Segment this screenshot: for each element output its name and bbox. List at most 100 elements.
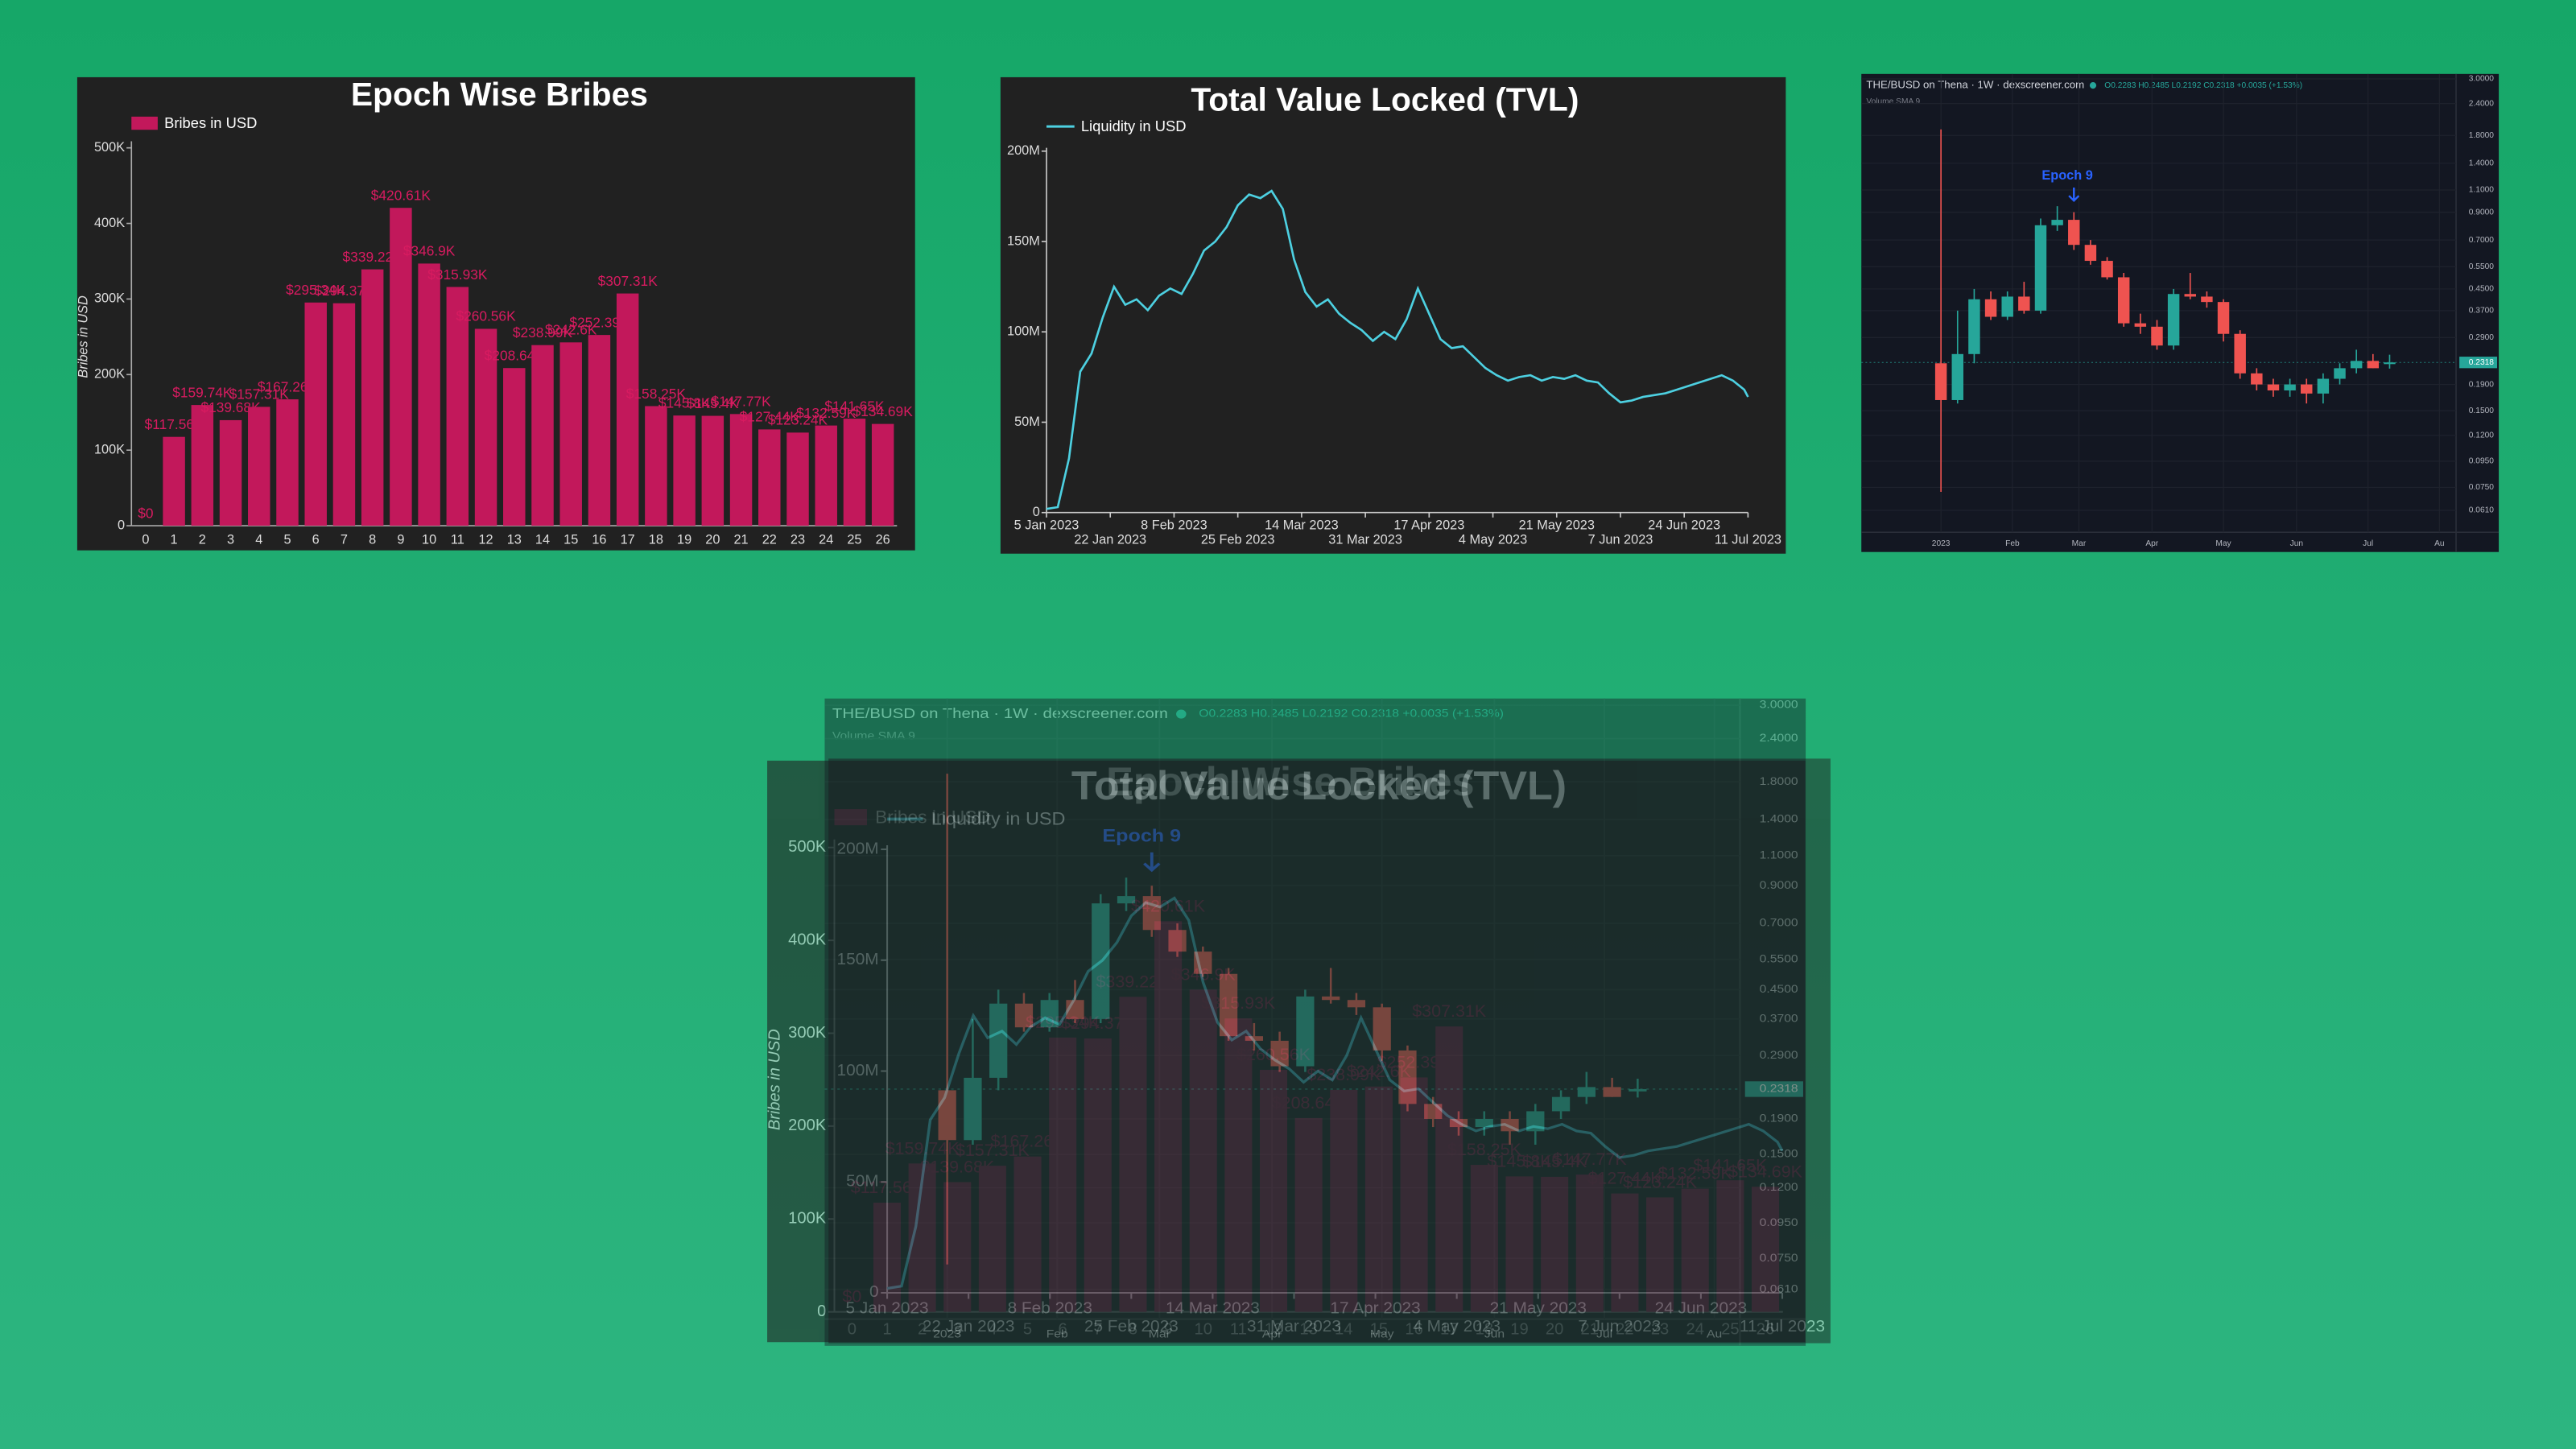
value-label: $242.6K: [545, 322, 597, 338]
value-label: $307.31K: [598, 273, 658, 289]
y-tick-label: 0.3700: [1760, 1013, 1798, 1025]
y-tick-label: 100K: [94, 442, 125, 456]
candle-body: [1577, 1087, 1596, 1097]
candle-body: [2151, 326, 2163, 346]
x-tick-label: 14: [535, 533, 550, 547]
y-tick-label: 3.0000: [2469, 75, 2494, 84]
candle-body: [1526, 1111, 1545, 1132]
candle-body: [1245, 1036, 1263, 1041]
value-label: $346.9K: [403, 243, 456, 259]
annotation: Epoch 9: [1102, 827, 1181, 846]
panel: [824, 698, 1806, 1346]
indicator-label: Volume SMA 9: [1866, 97, 1920, 106]
y-tick-label: 0: [817, 1302, 826, 1320]
candle-body: [1603, 1087, 1621, 1097]
y-tick-label: 1.8000: [2469, 131, 2494, 140]
bar-chart: Epoch Wise Bribes Bribes in USD Bribes in …: [76, 76, 915, 551]
x-tick-label: 24: [819, 533, 833, 547]
bar: [645, 406, 667, 526]
value-label: $123.24K: [768, 412, 828, 428]
y-tick-label: 1.8000: [1760, 776, 1798, 788]
y-tick-label: 0.1500: [1760, 1148, 1798, 1160]
x-tick-label: 14 Mar 2023: [1265, 518, 1339, 532]
x-tick-label: May: [1370, 1328, 1394, 1340]
candle-body: [1117, 896, 1136, 904]
x-tick-label: 12: [478, 533, 493, 547]
bar: [361, 269, 384, 526]
y-tick-label: 3.0000: [1760, 699, 1798, 711]
candle-body: [964, 1077, 982, 1141]
candle-body: [1984, 299, 1997, 317]
value-label: $252.39K: [569, 314, 630, 330]
candle-body: [1066, 1000, 1084, 1019]
candle-body: [2068, 220, 2080, 246]
bar: [332, 303, 356, 526]
candle-body: [1322, 996, 1340, 1001]
value-label: $127.44K: [740, 409, 800, 425]
bar: [588, 335, 611, 526]
x-tick-label: 1: [171, 533, 178, 547]
live-dot: [1176, 709, 1187, 719]
candle-body: [1968, 299, 1980, 354]
line: [1046, 189, 1749, 510]
candle-body: [1551, 1096, 1571, 1112]
y-tick-label: 0.3700: [2469, 307, 2494, 316]
value-label: $167.26K: [258, 378, 318, 394]
candle-body: [1194, 952, 1212, 974]
value-label: $420.61K: [371, 187, 431, 203]
x-tick-label: 13: [507, 533, 522, 547]
annotation-arrow: [2068, 187, 2080, 203]
candle-body: [1501, 1118, 1519, 1132]
candle-body: [2001, 296, 2013, 317]
pair-title: THE/BUSD on Thena · 1W · dexscreener.com: [1866, 79, 2084, 91]
value-label: $238.99K: [513, 324, 573, 341]
candle-body: [938, 1090, 956, 1141]
last-price-box: [1744, 1081, 1803, 1097]
x-tick-label: 17 Apr 2023: [1330, 1300, 1420, 1318]
x-tick-label: 15: [564, 533, 578, 547]
x-tick-label: Au: [2434, 539, 2444, 548]
bar: [729, 414, 753, 526]
candle-body: [2034, 225, 2047, 311]
candle-body: [1168, 930, 1187, 952]
x-tick-label: 5: [283, 533, 291, 547]
x-tick-label: Mar: [2072, 539, 2087, 548]
y-tick-label: 0.0610: [1760, 1283, 1798, 1295]
x-tick-label: 2023: [933, 1328, 961, 1340]
bar: [503, 368, 526, 526]
chart-title: Total Value Locked (TVL): [1071, 763, 1567, 808]
x-tick-label: 9: [397, 533, 404, 547]
chart-title: Total Value Locked (TVL): [1191, 80, 1579, 118]
candle-body: [2201, 296, 2213, 303]
candle-body: [989, 1003, 1008, 1078]
ohlc-readout: O0.2283 H0.2485 L0.2192 C0.2318 +0.0035 …: [1199, 708, 1504, 720]
y-tick-label: 0.1200: [2469, 431, 2494, 440]
x-tick-label: 17: [621, 533, 635, 547]
bar: [163, 436, 185, 526]
x-tick-label: Jul: [1596, 1328, 1612, 1340]
x-tick-label: 8 Feb 2023: [1008, 1300, 1092, 1318]
value-label: $295.34K: [286, 282, 346, 298]
x-tick-label: 11: [451, 533, 464, 547]
candle-body: [2018, 296, 2030, 311]
x-tick-label: 25 Feb 2023: [1201, 533, 1275, 547]
y-tick-label: 0.4500: [2469, 285, 2494, 294]
y-axis-label: Bribes in USD: [76, 295, 90, 378]
x-tick-label: Apr: [1262, 1328, 1282, 1340]
y-tick-label: 0.9000: [2469, 208, 2494, 217]
panel: [1000, 76, 1786, 554]
y-tick-label: 400K: [788, 931, 827, 948]
y-tick-label: 0.2900: [2469, 333, 2494, 342]
y-axis-label: Bribes in USD: [766, 1029, 783, 1130]
value-label: $159.74K: [172, 384, 233, 400]
candle-body: [1347, 1000, 1366, 1008]
candle-body: [1092, 903, 1110, 1019]
y-tick-label: 1.4000: [1760, 813, 1798, 825]
bar: [559, 342, 582, 526]
x-tick-label: Apr: [2145, 539, 2158, 548]
ohlc-readout: O0.2283 H0.2485 L0.2192 C0.2318 +0.0035 …: [2104, 81, 2302, 90]
candle-body: [2184, 294, 2196, 297]
x-tick-label: 21: [733, 533, 748, 547]
